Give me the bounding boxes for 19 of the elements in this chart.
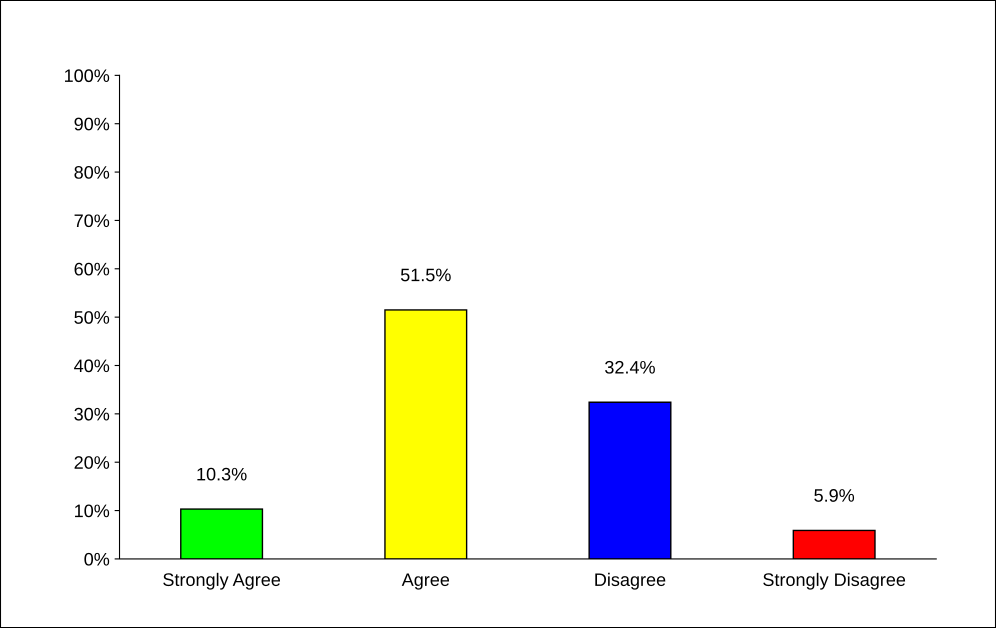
y-tick-label: 100%: [64, 69, 110, 82]
x-tick-label: Strongly Agree: [163, 572, 280, 590]
x-tick-label: Strongly Disagree: [763, 572, 906, 590]
y-tick-label: 60%: [74, 262, 110, 276]
y-tick-label: 20%: [74, 456, 110, 469]
x-tick-label: Disagree: [595, 572, 666, 590]
y-tick-label: 80%: [74, 166, 110, 179]
y-tick-label: 50%: [74, 311, 110, 324]
y-tick-label: 70%: [74, 214, 110, 228]
x-tick-label: Agree: [402, 573, 450, 590]
y-tick-label: 40%: [74, 359, 110, 372]
y-tick-label: 0%: [84, 552, 110, 566]
y-tick-label: 90%: [74, 118, 110, 130]
data-label: 5.9%: [814, 489, 854, 502]
data-label: 51.5%: [400, 268, 451, 282]
y-tick-label: 10%: [75, 504, 110, 518]
data-label: 32.4%: [605, 360, 655, 374]
y-tick-label: 30%: [74, 408, 110, 421]
data-label: 10.3%: [197, 468, 247, 481]
